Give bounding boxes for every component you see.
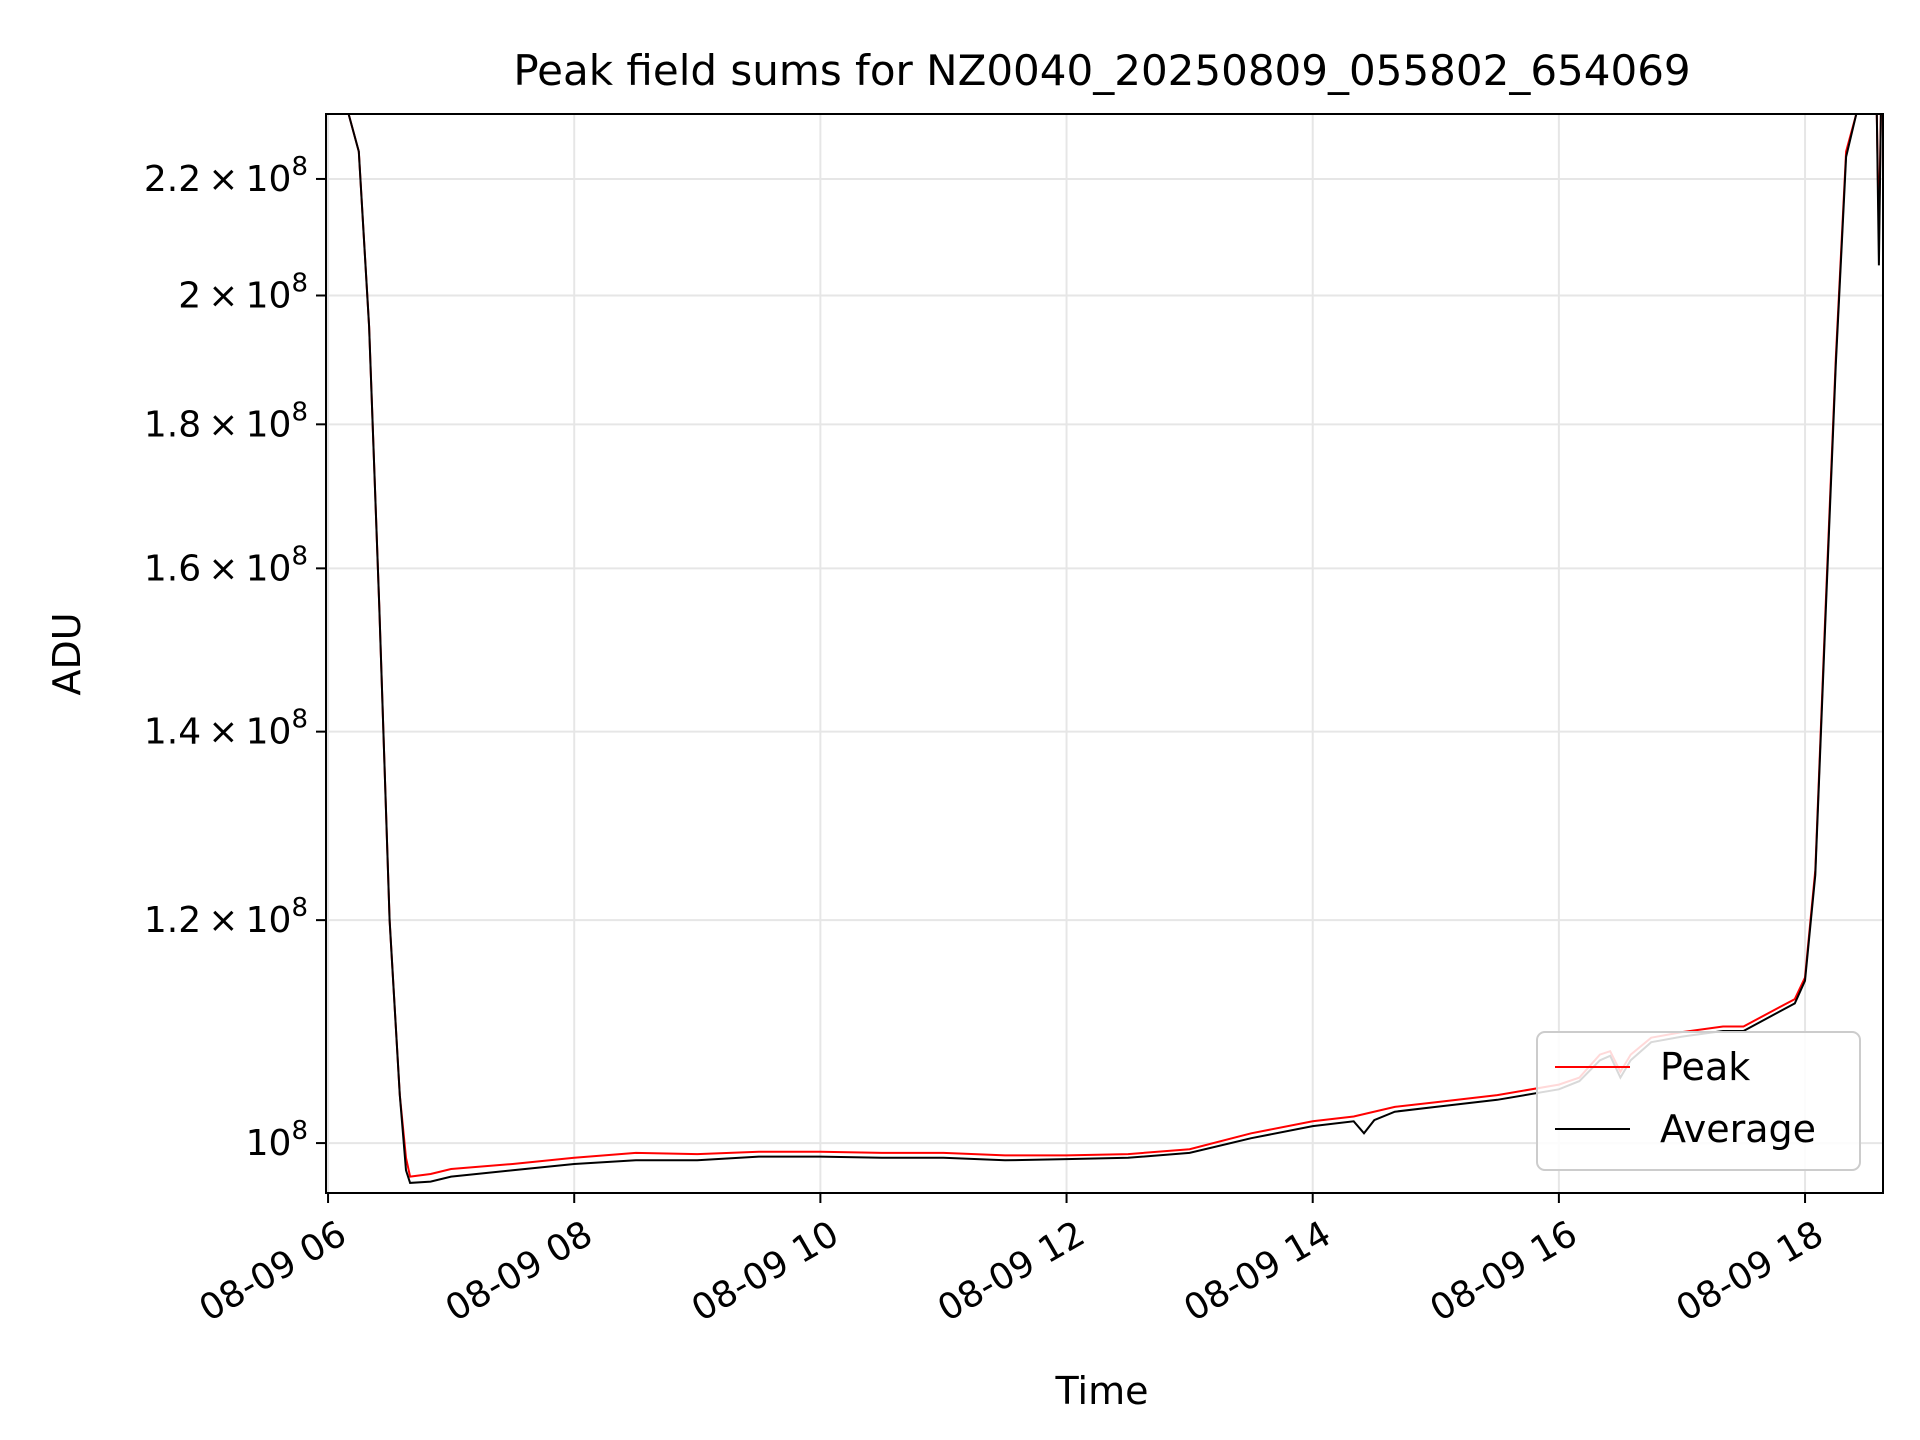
y-tick-base: 10 [246,1123,292,1164]
x-tick-label: 08-09 06 [193,1213,354,1329]
x-tick-label: 08-09 16 [1424,1213,1585,1329]
x-tick-label: 08-09 12 [931,1213,1092,1329]
y-tick-mantissa: 1.4 × 10 [144,712,292,753]
x-axis-label: Time [1055,1369,1149,1413]
y-axis-label: ADU [45,612,89,695]
y-tick-label: 108 [246,1116,308,1164]
y-tick-exponent: 8 [291,541,308,571]
y-tick-exponent: 8 [291,268,308,298]
legend-label: Peak [1660,1045,1750,1089]
series-line-average [326,114,1883,1184]
chart-title: Peak field sums for NZ0040_20250809_0558… [513,46,1690,95]
y-tick-mantissa: 2.2 × 10 [144,159,292,200]
y-tick-exponent: 8 [291,397,308,427]
y-tick-label: 1.2 × 108 [144,893,308,941]
y-tick-mantissa: 1.2 × 10 [144,900,292,941]
y-tick-label: 2.2 × 108 [144,152,308,200]
y-tick-exponent: 8 [291,893,308,923]
x-tick-label: 08-09 10 [685,1213,846,1329]
y-tick-mantissa: 2 × 10 [178,275,291,316]
y-tick-label: 1.8 × 108 [144,397,308,445]
y-tick-label: 2 × 108 [178,268,308,316]
x-tick-label: 08-09 14 [1177,1213,1338,1329]
x-axis: 08-09 06 08-09 08 08-09 10 08-09 12 08-09 14… [193,1193,1831,1330]
x-tick-label: 08-09 08 [439,1213,600,1329]
legend: Peak Average [1536,1031,1861,1171]
axes-frame [325,113,1884,1194]
y-tick-exponent: 8 [291,152,308,182]
legend-label: Average [1660,1107,1816,1151]
plot-area [326,114,1883,1184]
x-tick-label: 08-09 18 [1670,1213,1831,1329]
y-tick-label: 1.4 × 108 [144,705,308,753]
y-tick-exponent: 8 [291,1116,308,1146]
grid [326,114,1883,1193]
y-tick-exponent: 8 [291,705,308,735]
y-tick-mantissa: 1.6 × 10 [144,548,292,589]
y-tick-label: 1.6 × 108 [144,541,308,589]
series-line-peak [326,114,1883,1178]
y-tick-mantissa: 1.8 × 10 [144,404,292,445]
